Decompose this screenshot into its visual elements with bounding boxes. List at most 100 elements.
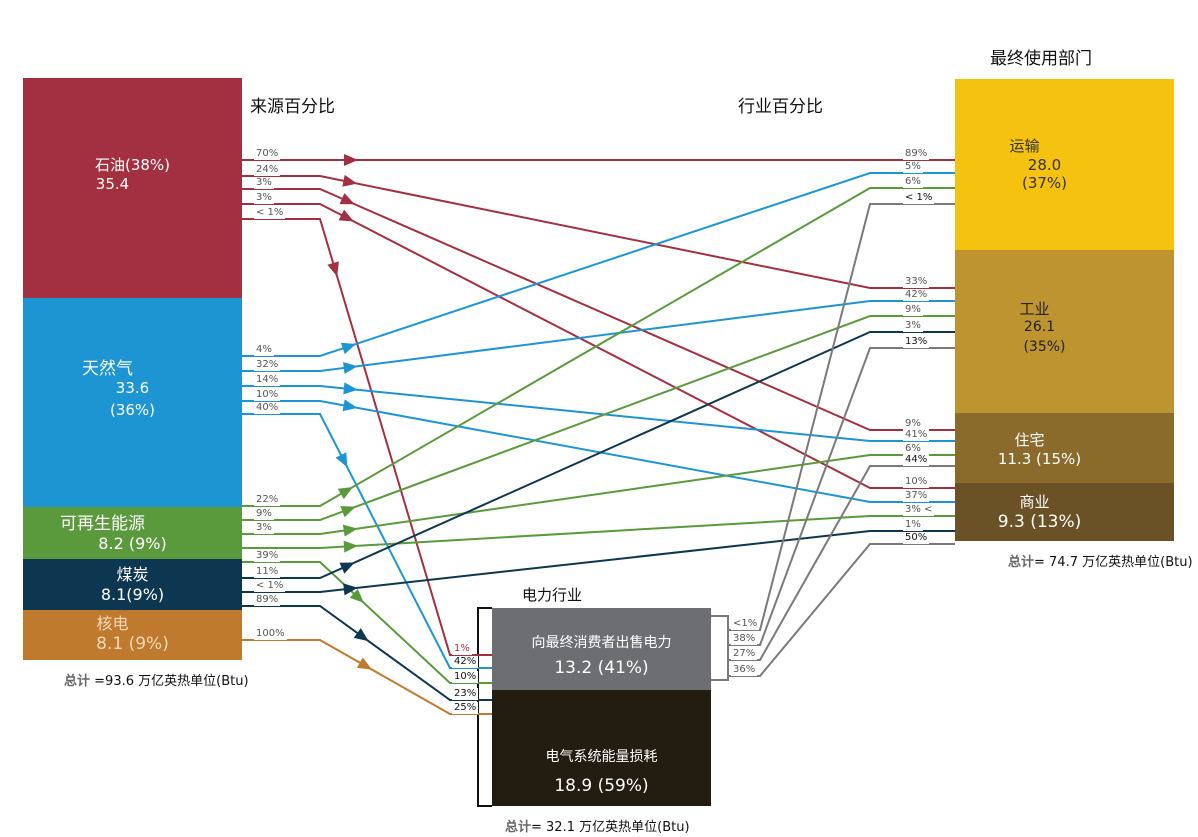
sector-bar-transportation: 运输 28.0 (37%): [955, 79, 1174, 250]
flow-arrow-icon: [356, 657, 372, 670]
source-name: 天然气: [82, 359, 133, 379]
flow-line: [242, 300, 955, 372]
electric-total: 总计= 32.1 万亿英热单位(Btu): [505, 816, 690, 835]
flow-arrow-icon: [339, 193, 355, 205]
electric-loss-box: 电气系统能量损耗 18.9 (59%): [492, 690, 711, 806]
source-name: 煤炭: [116, 565, 149, 584]
source-pct: (36%): [109, 401, 156, 419]
flow-line: [242, 400, 955, 503]
total-label: 总计: [1008, 555, 1035, 570]
source-bar-petroleum: 石油(38%) 35.4: [23, 78, 242, 298]
source-pct-label: 39%: [254, 550, 281, 562]
source-bar-natural-gas: 天然气 33.6 (36%): [23, 298, 242, 507]
flow-arrow-icon: [353, 628, 369, 642]
electric-sales-value: 13.2 (41%): [554, 658, 649, 678]
source-pct-label: < 1%: [254, 207, 286, 219]
source-pct-label: 40%: [254, 402, 281, 414]
electric-loss-value: 18.9 (59%): [554, 776, 649, 796]
sector-pct-label: < 1%: [903, 192, 935, 204]
source-pct-label: 3%: [254, 522, 274, 534]
electric-in-pct-label: 10%: [452, 671, 479, 683]
sector-pct: (35%): [1023, 339, 1066, 355]
source-pct-label: 14%: [254, 374, 281, 386]
flow-line: [242, 218, 492, 656]
sector-pct-label: 3%: [903, 320, 923, 332]
flow-line: [242, 187, 955, 507]
flow-line: [242, 530, 955, 593]
flow-arrow-icon: [342, 524, 358, 537]
sector-pct-label: 3% <: [903, 504, 935, 516]
source-value: 8.1(9%): [100, 585, 165, 604]
electric-sales-label: 向最终消费者出售电力: [531, 635, 672, 651]
sector-name: 住宅: [1014, 431, 1045, 449]
flow-line: [728, 347, 955, 646]
source-name: 核电: [96, 614, 129, 633]
source-pct-label: 3%: [254, 192, 274, 204]
sector-pct-label: 6%: [903, 443, 923, 455]
sector-pct: (37%): [1021, 174, 1068, 192]
sector-name: 工业: [1019, 300, 1050, 318]
flow-line: [242, 639, 492, 715]
electric-out-pct-label: 27%: [731, 648, 758, 660]
source-value: 8.1 (9%): [96, 634, 169, 654]
flow-line: [242, 454, 955, 535]
flow-line: [728, 465, 955, 661]
source-pct-label: 89%: [254, 594, 281, 606]
source-pct-label: 22%: [254, 494, 281, 506]
source-pct-label: < 1%: [254, 580, 286, 592]
flow-line: [242, 172, 955, 357]
sector-value: 26.1: [1023, 319, 1056, 335]
sector-value: 28.0: [1027, 156, 1062, 174]
flow-arrow-icon: [327, 261, 339, 277]
sector-pct-label: 9%: [903, 304, 923, 316]
sector-pct-label: 37%: [903, 490, 930, 502]
source-name: 石油(38%): [94, 156, 171, 174]
sector-name: 运输: [1009, 137, 1040, 155]
sector-pct-label: 9%: [903, 418, 923, 430]
sector-name: 商业: [1019, 493, 1050, 511]
electric-out-pct-label: <1%: [731, 618, 760, 630]
source-bar-nuclear: 核电 8.1 (9%): [23, 610, 242, 660]
source-pct-label: 9%: [254, 508, 274, 520]
sector-pct-label: 50%: [903, 532, 930, 544]
electric-sales-box: 向最终消费者出售电力 13.2 (41%): [492, 608, 711, 690]
source-pct-label: 32%: [254, 359, 281, 371]
end-use-header: 最终使用部门: [990, 49, 1092, 69]
flow-line: [242, 413, 492, 669]
electric-in-pct-label: 25%: [452, 702, 479, 714]
source-pct-label: 24%: [254, 164, 281, 176]
sector-pct-label: 5%: [903, 161, 923, 173]
electric-loss-label: 电气系统能量损耗: [545, 749, 658, 765]
electric-output-bracket: [711, 615, 729, 681]
flow-line: [242, 331, 955, 579]
sector-pct-label: 6%: [903, 176, 923, 188]
electric-in-pct-label: 42%: [452, 656, 479, 668]
source-value: 35.4: [95, 175, 130, 193]
source-pct-label: 10%: [254, 389, 281, 401]
sector-pct-label: 1%: [903, 519, 923, 531]
flow-line: [242, 188, 955, 431]
source-bar-coal: 煤炭 8.1(9%): [23, 559, 242, 610]
flow-arrow-icon: [340, 506, 356, 518]
flow-arrow-icon: [343, 382, 358, 395]
flow-arrow-icon: [339, 562, 355, 574]
source-pct-header: 来源百分比: [250, 97, 335, 117]
flow-arrow-icon: [349, 588, 364, 603]
flow-line: [242, 385, 955, 442]
total-value: = 32.1 万亿英热单位(Btu): [531, 820, 690, 835]
sector-bar-industrial: 工业 26.1 (35%): [955, 250, 1174, 413]
sector-pct-label: 44%: [903, 454, 930, 466]
source-pct-label: 100%: [254, 628, 287, 640]
total-label: 总计: [64, 674, 91, 689]
electric-header: 电力行业: [522, 586, 583, 604]
flow-line: [242, 175, 955, 289]
electric-in-pct-label: 23%: [452, 688, 479, 700]
total-label: 总计: [505, 820, 532, 835]
flow-line: [242, 315, 955, 521]
flow-arrow-icon: [343, 540, 358, 553]
source-value: 33.6: [115, 379, 150, 397]
source-pct-label: 70%: [254, 148, 281, 160]
flow-line: [242, 561, 492, 684]
sector-pct-label: 13%: [903, 336, 930, 348]
